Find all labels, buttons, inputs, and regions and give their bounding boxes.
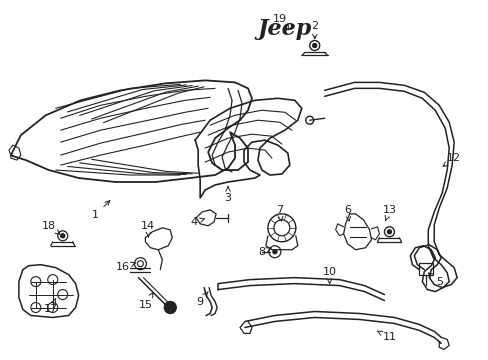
Text: 3: 3: [224, 187, 231, 203]
Circle shape: [61, 234, 64, 238]
Text: 15: 15: [138, 293, 153, 310]
Text: 5: 5: [427, 273, 442, 287]
Text: 1: 1: [92, 201, 109, 220]
Text: 11: 11: [376, 331, 396, 342]
Circle shape: [272, 250, 276, 254]
Text: 12: 12: [442, 153, 460, 166]
Text: 2: 2: [310, 21, 318, 39]
Text: 14: 14: [141, 221, 155, 237]
Circle shape: [386, 230, 390, 234]
Text: 7: 7: [276, 205, 283, 221]
Text: 16: 16: [115, 262, 135, 272]
Text: 17: 17: [43, 299, 58, 315]
Text: 4: 4: [190, 217, 204, 227]
Text: 6: 6: [344, 205, 350, 221]
Text: 19: 19: [272, 14, 289, 30]
Bar: [419, 263, 432, 275]
Text: 13: 13: [382, 205, 396, 220]
Circle shape: [312, 44, 316, 48]
Circle shape: [164, 302, 176, 314]
Text: 10: 10: [322, 267, 336, 284]
Text: 18: 18: [41, 221, 60, 234]
Text: 8: 8: [258, 247, 270, 257]
Text: 9: 9: [196, 292, 208, 306]
Text: Jeep: Jeep: [257, 18, 311, 40]
